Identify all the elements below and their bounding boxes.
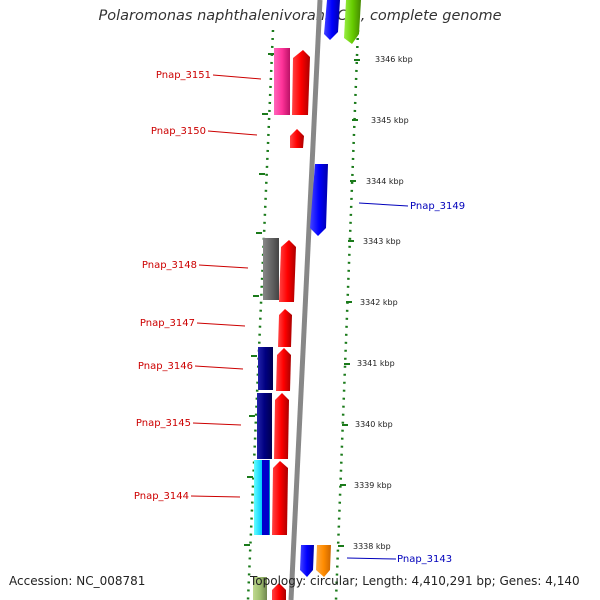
feature-bottom-partial <box>253 577 286 600</box>
feature-pnap-3148 <box>263 238 296 302</box>
scale-tick-label: 3338 kbp <box>353 542 391 551</box>
feature-pnap-3149 <box>310 164 328 236</box>
reverse-feature-top-green <box>344 0 361 44</box>
scale-tick-label: 3343 kbp <box>363 237 401 246</box>
scale-tick-label: 3342 kbp <box>360 298 398 307</box>
scale-tick-label: 3345 kbp <box>371 116 409 125</box>
gene-label-pnap-3150[interactable]: Pnap_3150 <box>151 126 206 137</box>
map-title: Polaromonas naphthalenivorans CJ2, compl… <box>98 8 502 24</box>
topology-text: Topology: circular; Length: 4,410,291 bp… <box>250 574 580 588</box>
reverse-feature-top-blue <box>324 0 340 40</box>
gene-label-pnap-3151[interactable]: Pnap_3151 <box>156 70 211 81</box>
right-dotted-track <box>334 29 360 600</box>
feature-pnap-3143 <box>300 545 331 577</box>
gene-label-pnap-3148[interactable]: Pnap_3148 <box>142 260 197 271</box>
feature-pnap-3146 <box>258 347 291 391</box>
label-leader-lines <box>190 74 409 560</box>
right-track-dashes <box>338 59 360 547</box>
gene-labels: Pnap_3151 Pnap_3150 Pnap_3149 Pnap_3148 … <box>134 70 465 565</box>
scale-tick-label: 3339 kbp <box>354 481 392 490</box>
feature-pnap-3151 <box>274 48 310 115</box>
scale-tick-label: 3341 kbp <box>357 359 395 368</box>
left-track-dashes <box>244 53 274 546</box>
accession-text: Accession: NC_008781 <box>9 574 146 588</box>
feature-pnap-3150 <box>290 129 304 148</box>
gene-label-pnap-3144[interactable]: Pnap_3144 <box>134 491 189 502</box>
feature-pnap-3145 <box>257 393 289 459</box>
feature-pnap-3144 <box>254 460 288 535</box>
scale-tick-labels: 3346 kbp 3345 kbp 3344 kbp 3343 kbp 3342… <box>353 55 413 551</box>
gene-label-pnap-3147[interactable]: Pnap_3147 <box>140 318 195 329</box>
gene-label-pnap-3146[interactable]: Pnap_3146 <box>138 361 193 372</box>
gene-label-pnap-3145[interactable]: Pnap_3145 <box>136 418 191 429</box>
genome-backbone <box>288 0 323 600</box>
scale-tick-label: 3346 kbp <box>375 55 413 64</box>
scale-tick-label: 3344 kbp <box>366 177 404 186</box>
gene-label-pnap-3143[interactable]: Pnap_3143 <box>397 554 452 565</box>
feature-pnap-3147 <box>278 309 292 347</box>
scale-tick-label: 3340 kbp <box>355 420 393 429</box>
gene-label-pnap-3149[interactable]: Pnap_3149 <box>410 201 465 212</box>
